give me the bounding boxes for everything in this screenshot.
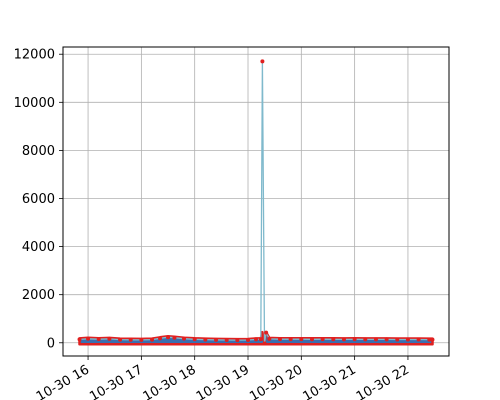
grid-lines — [63, 47, 449, 356]
series-layer — [77, 59, 435, 346]
data-point — [264, 330, 269, 335]
y-tick-label: 10000 — [14, 96, 55, 111]
data-point — [331, 337, 336, 342]
data-point — [139, 337, 144, 342]
data-point — [214, 337, 219, 342]
data-point — [203, 337, 208, 342]
data-point — [262, 341, 267, 346]
data-point — [254, 337, 258, 342]
y-tick-label: 8000 — [22, 144, 55, 159]
x-tick-label: 10-30 18 — [141, 362, 199, 400]
data-point — [182, 336, 187, 341]
plot-frame — [62, 46, 450, 357]
data-point — [352, 337, 357, 342]
data-point — [192, 337, 197, 342]
data-point — [172, 335, 177, 340]
data-point — [309, 337, 314, 342]
y-tick-label: 6000 — [22, 192, 55, 207]
data-point — [77, 337, 82, 342]
data-point — [384, 337, 389, 342]
x-tick-label: 10-30 22 — [354, 362, 412, 400]
data-point — [166, 335, 171, 340]
y-tick-label: 4000 — [22, 240, 55, 255]
data-point — [267, 336, 272, 341]
data-point — [373, 337, 378, 342]
y-tick-label: 12000 — [14, 48, 55, 63]
data-point — [86, 336, 91, 341]
series-line — [79, 61, 433, 344]
y-tick-label: 2000 — [22, 288, 55, 303]
data-point — [427, 337, 432, 342]
data-point — [416, 337, 421, 342]
x-tick-label: 10-30 21 — [301, 362, 359, 400]
data-point — [235, 338, 240, 343]
data-point — [158, 336, 163, 341]
data-point — [363, 337, 368, 342]
data-point — [299, 337, 304, 342]
data-point — [224, 338, 229, 343]
data-point — [395, 337, 400, 342]
data-point — [260, 59, 265, 64]
data-point — [96, 337, 101, 342]
data-point — [128, 337, 133, 342]
data-point — [118, 337, 123, 342]
data-point — [341, 337, 346, 342]
x-tick-label: 10-30 20 — [247, 362, 305, 400]
data-point — [277, 337, 282, 342]
data-point — [246, 338, 251, 343]
x-tick-label: 10-30 17 — [87, 362, 145, 400]
data-point — [150, 337, 155, 342]
data-point — [430, 337, 435, 342]
x-tick-label: 10-30 19 — [194, 362, 252, 400]
x-tick-label: 10-30 16 — [34, 362, 92, 400]
data-point — [320, 337, 325, 342]
data-point — [258, 337, 263, 342]
data-point — [405, 337, 410, 342]
y-axis: 0 2000 4000 6000 8000 10000 12000 — [14, 48, 63, 351]
data-point — [288, 337, 293, 342]
y-tick-label: 0 — [47, 336, 55, 351]
data-point — [107, 336, 112, 341]
